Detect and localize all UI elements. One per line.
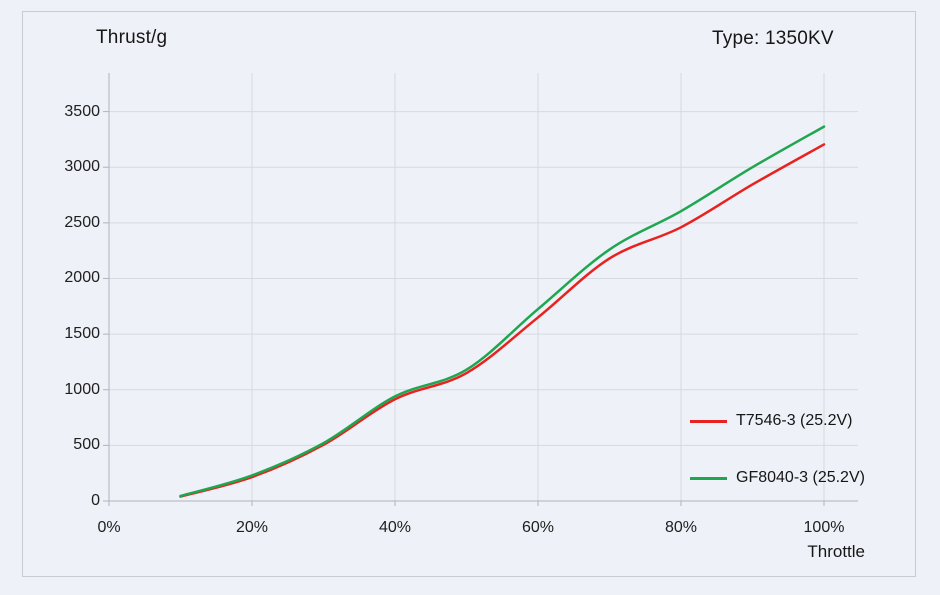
y-tick-label: 0 (91, 492, 100, 509)
motor-type-label: Type: 1350KV (712, 28, 834, 49)
y-tick-label: 2000 (64, 269, 100, 287)
legend-label-gf8040: GF8040-3 (25.2V) (736, 469, 865, 486)
x-axis-title: Throttle (807, 542, 865, 561)
y-tick-label: 2500 (64, 213, 100, 231)
legend-item-t7546: T7546-3 (25.2V) (690, 411, 853, 431)
legend-item-gf8040: GF8040-3 (25.2V) (690, 468, 865, 488)
legend-label-t7546: T7546-3 (25.2V) (736, 412, 853, 429)
y-tick-label: 1500 (64, 325, 100, 343)
x-tick-label: 80% (664, 519, 698, 536)
legend-line-red (690, 419, 727, 423)
y-tick-label: 3500 (64, 102, 100, 120)
y-tick-label: 1000 (64, 380, 100, 398)
y-axis-unit-title: Thrust/g (96, 27, 168, 48)
x-tick-label: 60% (521, 519, 555, 536)
legend-line-green (690, 476, 727, 480)
chart-outer-frame (22, 11, 916, 577)
x-tick-label: 20% (235, 519, 269, 536)
x-tick-label: 0% (97, 519, 121, 536)
x-tick-label: 40% (378, 519, 412, 536)
x-tick-label: 100% (803, 519, 845, 536)
y-tick-label: 500 (73, 436, 100, 454)
y-tick-label: 3000 (64, 158, 100, 176)
